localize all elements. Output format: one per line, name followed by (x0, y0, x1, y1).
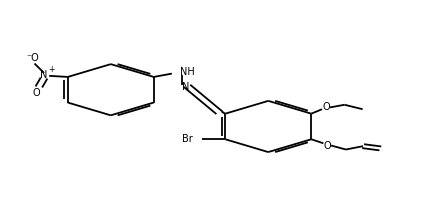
Text: O: O (33, 88, 41, 97)
Text: O: O (323, 102, 330, 112)
Text: +: + (48, 65, 55, 74)
Text: N: N (182, 82, 189, 92)
Text: N: N (40, 70, 48, 80)
Text: Br: Br (182, 134, 193, 144)
Text: ⁻O: ⁻O (26, 53, 39, 63)
Text: O: O (324, 140, 332, 151)
Text: NH: NH (180, 67, 194, 78)
